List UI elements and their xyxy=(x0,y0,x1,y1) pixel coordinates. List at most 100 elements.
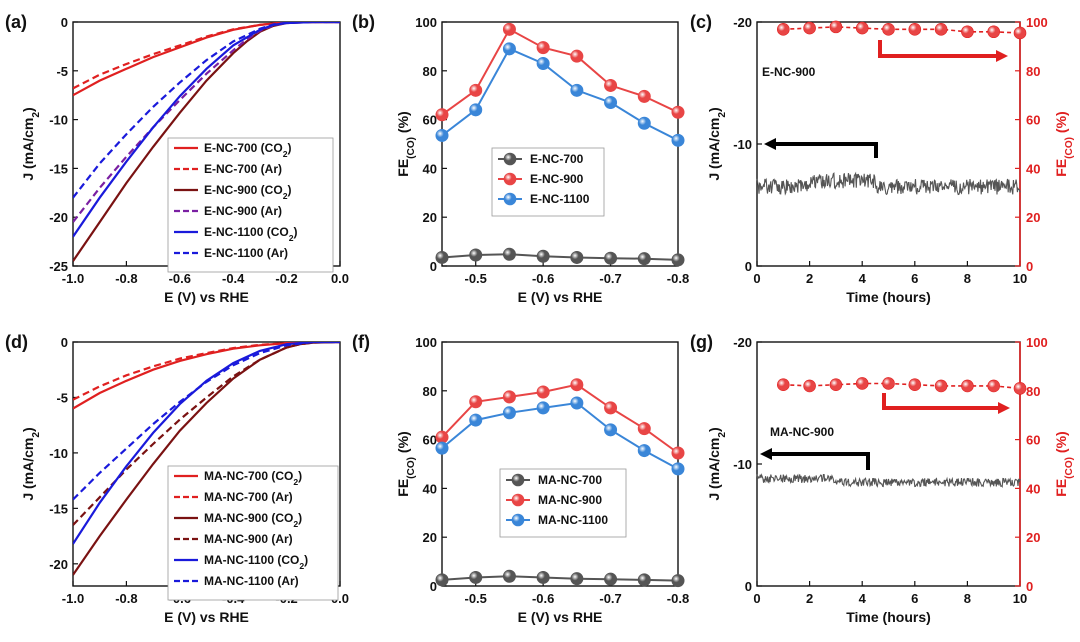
x-tick-label-part: -0.7 xyxy=(599,271,621,286)
data-point xyxy=(604,78,618,92)
x-tick-label-part: 2 xyxy=(806,591,813,606)
series-line-1 xyxy=(73,22,340,90)
data-point xyxy=(637,116,651,130)
x-tick-label-part: 8 xyxy=(964,271,971,286)
y-tick-label-part: 0 xyxy=(61,15,68,30)
y-tick-label-part: 60 xyxy=(423,113,437,128)
x-tick-label-part: 0 xyxy=(753,271,760,286)
arrow-head-left xyxy=(760,448,772,460)
x-axis-title: E (V) vs RHE xyxy=(164,289,249,305)
legend-label-part: E-NC-700 (CO xyxy=(204,141,283,155)
y-tick-label: 0 xyxy=(61,335,68,350)
x-axis-title: E (V) vs RHE xyxy=(518,609,603,625)
legend-label: MA-NC-700 (Ar) xyxy=(204,490,293,504)
x-tick-label-part: -0.6 xyxy=(169,271,191,286)
y-right-tick-label-part: 60 xyxy=(1026,113,1040,128)
y-tick-label: -10 xyxy=(733,137,752,152)
data-point xyxy=(671,462,685,476)
x-axis-title: E (V) vs RHE xyxy=(164,609,249,625)
y-axis-title-part: 2 xyxy=(31,432,42,438)
arrow-to-right-axis xyxy=(878,40,998,58)
y-right-axis-title-part: FE xyxy=(1053,159,1069,177)
y-right-axis-title-part: (CO) xyxy=(1064,137,1075,159)
x-tick-label: 8 xyxy=(964,591,971,606)
series-line-1 xyxy=(73,342,340,401)
fe-point xyxy=(908,23,922,36)
panel-label: (b) xyxy=(352,12,375,32)
x-axis-title: Time (hours) xyxy=(846,289,931,305)
x-tick-label-part: 0 xyxy=(753,591,760,606)
legend-label: MA-NC-1100 (Ar) xyxy=(204,574,299,588)
y-tick-label-part: -15 xyxy=(49,161,68,176)
fe-line xyxy=(783,382,1021,390)
y-axis-title-part: (CO) xyxy=(406,457,417,479)
legend-label-part: E-NC-700 xyxy=(530,152,584,166)
data-point xyxy=(570,396,584,410)
x-tick-label: -0.5 xyxy=(465,591,487,606)
x-axis-title-part: Time (hours) xyxy=(846,289,931,305)
data-point xyxy=(502,569,516,583)
y-right-axis-title-part: (CO) xyxy=(1064,457,1075,479)
y-tick-label-part: -10 xyxy=(733,457,752,472)
y-tick-label: -5 xyxy=(56,64,68,79)
y-right-tick-label-part: 40 xyxy=(1026,161,1040,176)
arrow-to-left-axis xyxy=(770,452,870,470)
y-tick-label: 100 xyxy=(415,15,437,30)
y-right-tick-label: 0 xyxy=(1026,579,1033,594)
y-right-tick-label-part: 20 xyxy=(1026,530,1040,545)
x-tick-label-part: 4 xyxy=(859,271,867,286)
fe-point xyxy=(803,379,816,393)
x-tick-label: 0 xyxy=(753,591,760,606)
legend-swatch-marker xyxy=(503,152,517,166)
y-axis-title-part: ) xyxy=(706,107,722,112)
y-tick-label: -5 xyxy=(56,390,68,405)
arrow-head-left xyxy=(764,138,776,150)
fe-point xyxy=(855,377,869,390)
data-point xyxy=(671,105,685,119)
legend-label-part: MA-NC-700 (Ar) xyxy=(204,490,293,504)
data-point xyxy=(671,133,685,147)
y-axis-title: FE(CO) (%) xyxy=(395,431,417,496)
fe-point xyxy=(934,379,948,393)
x-tick-label: -0.4 xyxy=(222,271,245,286)
x-tick-label: 10 xyxy=(1013,591,1027,606)
legend-label-part: ) xyxy=(298,511,302,525)
current-trace xyxy=(756,171,1021,196)
fe-point xyxy=(961,379,974,393)
legend-label-part: MA-NC-700 xyxy=(538,473,602,487)
data-point xyxy=(469,103,483,117)
legend-label-part: E-NC-900 (CO xyxy=(204,183,283,197)
y-right-tick-label: 60 xyxy=(1026,433,1040,448)
y-axis-title-part: J (mA/cm xyxy=(706,438,722,501)
fe-point xyxy=(987,379,1001,393)
data-point xyxy=(536,249,550,263)
y-tick-label: 80 xyxy=(423,64,437,79)
y-right-tick-label: 20 xyxy=(1026,210,1040,225)
y-right-tick-label: 60 xyxy=(1026,113,1040,128)
series-line-0 xyxy=(73,22,340,97)
legend-label: E-NC-900 xyxy=(530,172,584,186)
y-axis-title-part: ) xyxy=(20,107,36,112)
y-right-tick-label-part: 60 xyxy=(1026,433,1040,448)
legend-label: E-NC-900 (CO2) xyxy=(204,183,291,201)
legend-label-part: E-NC-1100 (CO xyxy=(204,225,289,239)
series-line-5 xyxy=(73,22,340,199)
data-point xyxy=(469,395,483,409)
legend-label: E-NC-1100 (Ar) xyxy=(204,246,288,260)
y-axis-title: J (mA/cm2) xyxy=(706,427,728,500)
data-point xyxy=(469,570,483,584)
y-tick-label-part: 80 xyxy=(423,64,437,79)
fe-point xyxy=(829,20,843,34)
data-point xyxy=(502,390,516,404)
y-tick-label-part: 0 xyxy=(745,579,752,594)
x-tick-label-part: -0.6 xyxy=(532,591,554,606)
x-tick-label: 0 xyxy=(753,271,760,286)
legend-label: E-NC-700 (Ar) xyxy=(204,162,282,176)
arrow-to-right-axis xyxy=(882,393,1000,410)
y-axis-title-part: (%) xyxy=(395,111,411,137)
y-axis-title-part: 2 xyxy=(31,112,42,118)
x-tick-label: 2 xyxy=(806,591,813,606)
y-tick-label-part: -20 xyxy=(733,335,752,350)
y-right-tick-label: 100 xyxy=(1026,15,1048,30)
